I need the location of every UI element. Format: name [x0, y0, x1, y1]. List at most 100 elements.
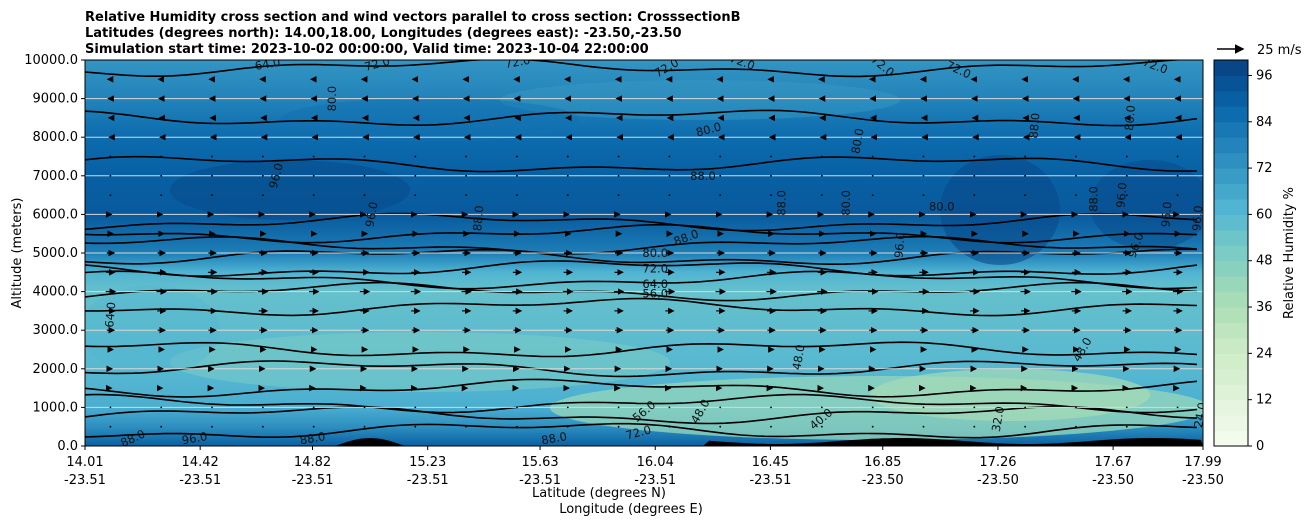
- colorbar-tick-label: 36: [1256, 300, 1273, 315]
- colorbar-band: [1214, 121, 1248, 138]
- wind-vector: [820, 174, 823, 177]
- wind-vector: [770, 194, 772, 197]
- wind-vector: [922, 155, 925, 158]
- x-tick-label-lat: 16.45: [752, 455, 789, 470]
- contour-label: 80.0: [929, 200, 955, 214]
- wind-vector: [770, 155, 772, 158]
- wind-vector: [211, 174, 213, 177]
- x-tick-label-lon: -23.51: [407, 473, 449, 488]
- title-line-3: Simulation start time: 2023-10-02 00:00:…: [85, 42, 649, 57]
- contour-label: 96.0: [181, 429, 209, 447]
- wind-vector: [1024, 406, 1027, 409]
- contour-label: 80.0: [839, 190, 853, 216]
- contour-label: 96.0: [1113, 182, 1129, 209]
- rh-contour-line: [85, 405, 1198, 425]
- wind-vector: [617, 174, 620, 177]
- wind-vector: [922, 406, 925, 409]
- colorbar-band: [1214, 60, 1248, 76]
- y-tick-label: 3000.0: [33, 323, 79, 338]
- contour-label: 64.0: [254, 55, 282, 73]
- rh-contour-line: [85, 235, 1198, 255]
- x-tick-label-lat: 17.99: [1184, 455, 1221, 470]
- colorbar-band: [1214, 415, 1248, 432]
- colorbar: 0 12 24 36 48 60 72 84 96 Relative Humidity %: [1213, 59, 1297, 454]
- wind-vector: [922, 174, 925, 177]
- wind-vector: [516, 155, 518, 158]
- contour-label: 72.0: [504, 53, 532, 71]
- wind-vector: [160, 406, 163, 409]
- wind-vector: [922, 425, 925, 428]
- wind-vector: [719, 425, 722, 428]
- contour-label: 96.0: [1158, 201, 1174, 228]
- wind-vector: [363, 425, 366, 428]
- wind-vector: [668, 194, 671, 197]
- colorbar-band: [1214, 337, 1248, 354]
- contour-label: 88.0: [540, 429, 568, 447]
- colorbar-band: [1214, 291, 1248, 308]
- rh-contour-line: [85, 281, 1198, 302]
- colorbar-tick-label: 12: [1256, 393, 1273, 408]
- colorbar-tick-label: 60: [1256, 207, 1273, 222]
- plot-area: 64.0 72.0 72.0 72.0 72.0 72.0 72.0 72.080.080.0…: [85, 53, 1209, 447]
- wind-vector: [1024, 155, 1027, 158]
- x-tick-label-lon: -23.50: [1092, 473, 1134, 488]
- colorbar-band: [1214, 322, 1248, 339]
- wind-reference-label: 25 m/s: [1257, 43, 1302, 58]
- wind-vector: [871, 406, 874, 409]
- title-line-1: Relative Humidity cross section and wind…: [85, 10, 741, 25]
- colorbar-band: [1214, 75, 1248, 92]
- rh-contour-line: [85, 212, 1198, 232]
- wind-vector: [719, 406, 722, 409]
- colorbar-band: [1214, 353, 1248, 370]
- wind-vector: [465, 194, 468, 197]
- wind-vector: [973, 155, 976, 158]
- wind-vector: [109, 155, 112, 158]
- colorbar-band: [1214, 399, 1248, 416]
- wind-vector: [1075, 194, 1077, 197]
- wind-vector: [211, 406, 213, 409]
- colorbar-band: [1214, 168, 1248, 185]
- wind-vector: [516, 194, 518, 197]
- contour-label: 80.0: [848, 127, 866, 155]
- wind-vector: [871, 194, 874, 197]
- wind-vector: [1024, 194, 1027, 197]
- rh-contour-line: [85, 297, 1198, 317]
- contour-label: 24.0: [1191, 401, 1209, 429]
- colorbar-band: [1214, 183, 1248, 200]
- rh-feature: [280, 98, 580, 142]
- wind-vector: [566, 174, 569, 177]
- colorbar-tick-label: 24: [1256, 346, 1273, 361]
- wind-vector: [871, 174, 874, 177]
- x-tick-label-lat: 17.67: [1095, 455, 1132, 470]
- y-tick-label: 8000.0: [33, 130, 79, 145]
- contour-label: 96.0: [1189, 205, 1205, 232]
- contour-label: 80.0: [325, 86, 339, 112]
- colorbar-tick-label: 72: [1256, 161, 1273, 176]
- wind-vector: [770, 174, 772, 177]
- y-tick-label: 9000.0: [33, 92, 79, 107]
- wind-vector: [1024, 174, 1027, 177]
- contour-label: 56.0: [642, 287, 668, 301]
- wind-vector: [973, 194, 976, 197]
- colorbar-band: [1214, 245, 1248, 262]
- wind-vector: [668, 174, 671, 177]
- wind-vector: [261, 425, 264, 428]
- x-tick-label-lat: 16.04: [637, 455, 674, 470]
- wind-vector: [1125, 425, 1128, 428]
- wind-vector: [566, 194, 569, 197]
- wind-vector: [719, 194, 722, 197]
- wind-vector: [160, 155, 163, 158]
- rh-contour-lines: [85, 60, 1198, 439]
- rh-contour-line: [85, 60, 1190, 78]
- wind-vector: [871, 425, 874, 428]
- wind-vector: [516, 174, 518, 177]
- wind-vector: [312, 406, 315, 409]
- contour-label: 96.0: [362, 201, 380, 229]
- x-tick-label-lat: 14.01: [66, 455, 103, 470]
- wind-vector: [820, 406, 823, 409]
- colorbar-tick-label: 0: [1256, 439, 1264, 454]
- x-tick-label-lon: -23.51: [519, 473, 561, 488]
- wind-vector: [261, 155, 264, 158]
- contour-label: 88.0: [470, 205, 486, 232]
- wind-vector: [1176, 174, 1179, 177]
